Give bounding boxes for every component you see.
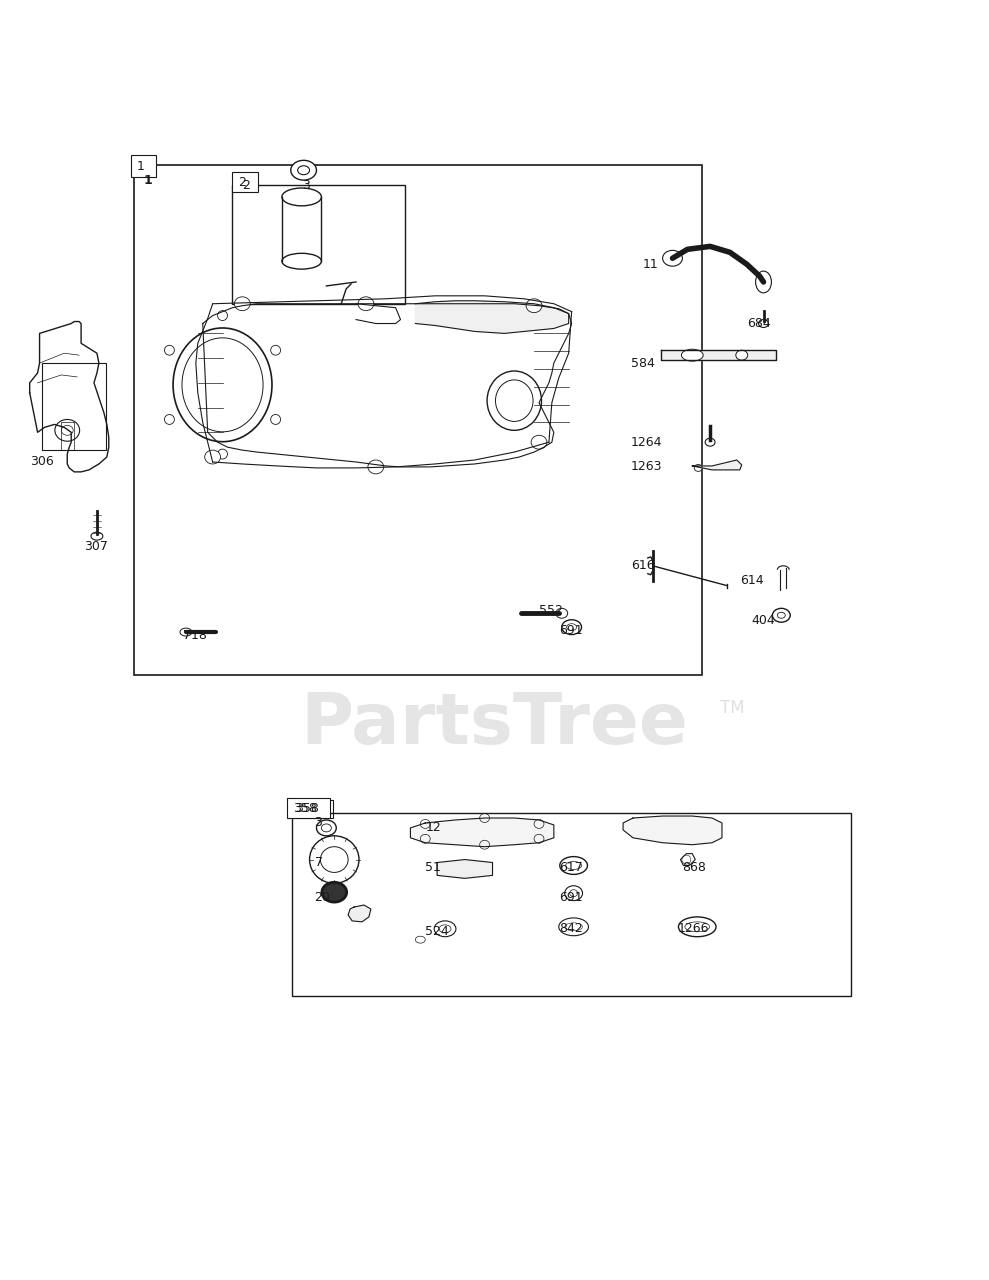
Bar [232, 186, 405, 303]
Ellipse shape [705, 438, 715, 447]
Text: 358: 358 [293, 801, 316, 814]
Ellipse shape [663, 251, 682, 266]
Polygon shape [415, 301, 569, 333]
Text: 2: 2 [238, 175, 246, 188]
Ellipse shape [271, 415, 281, 425]
Text: 691: 691 [559, 623, 583, 636]
Text: 12: 12 [425, 822, 441, 835]
Text: 1: 1 [143, 174, 152, 187]
Ellipse shape [218, 311, 227, 320]
Ellipse shape [205, 451, 221, 463]
Ellipse shape [234, 297, 250, 311]
Text: 404: 404 [752, 613, 775, 627]
Ellipse shape [55, 420, 80, 442]
Text: 842: 842 [559, 923, 583, 936]
Text: 1266: 1266 [677, 923, 709, 936]
Text: 684: 684 [747, 317, 770, 330]
Ellipse shape [434, 920, 456, 937]
Text: 552: 552 [539, 604, 563, 617]
Text: 1: 1 [136, 160, 144, 173]
Text: 691: 691 [559, 891, 583, 904]
Polygon shape [680, 854, 695, 865]
Text: 614: 614 [740, 575, 764, 588]
Text: 2: 2 [242, 179, 250, 192]
Text: 20: 20 [315, 891, 330, 904]
Ellipse shape [756, 271, 771, 293]
FancyBboxPatch shape [232, 173, 258, 192]
Ellipse shape [556, 608, 568, 618]
Ellipse shape [759, 320, 768, 328]
Polygon shape [623, 817, 722, 845]
Ellipse shape [298, 166, 310, 174]
Ellipse shape [173, 328, 272, 442]
FancyBboxPatch shape [287, 799, 330, 818]
Ellipse shape [531, 435, 547, 449]
Ellipse shape [772, 608, 790, 622]
Ellipse shape [562, 620, 582, 635]
Text: 306: 306 [30, 456, 53, 468]
Ellipse shape [291, 160, 316, 180]
Ellipse shape [681, 349, 703, 361]
Ellipse shape [91, 532, 103, 540]
Polygon shape [348, 905, 371, 922]
Ellipse shape [565, 886, 583, 901]
Ellipse shape [322, 882, 347, 902]
Ellipse shape [271, 346, 281, 355]
Bar [292, 813, 851, 996]
FancyBboxPatch shape [131, 155, 156, 177]
Text: 7: 7 [315, 856, 322, 869]
Bar [292, 800, 333, 818]
Text: 358: 358 [295, 801, 318, 814]
Text: 1263: 1263 [631, 461, 663, 474]
Text: 868: 868 [682, 861, 706, 874]
Text: 3: 3 [315, 817, 322, 829]
Bar [134, 165, 702, 675]
Ellipse shape [694, 465, 702, 471]
Text: 718: 718 [183, 628, 207, 641]
Ellipse shape [559, 918, 588, 936]
Ellipse shape [310, 836, 359, 883]
Ellipse shape [736, 351, 748, 360]
Polygon shape [437, 860, 493, 878]
Text: 51: 51 [425, 861, 441, 874]
Text: 3: 3 [302, 179, 310, 192]
Ellipse shape [316, 820, 336, 836]
Polygon shape [410, 818, 554, 846]
Text: 524: 524 [425, 925, 449, 938]
Ellipse shape [164, 346, 174, 355]
Bar [42, 364, 106, 451]
Polygon shape [661, 351, 776, 360]
Ellipse shape [218, 449, 227, 460]
Ellipse shape [180, 628, 192, 636]
Ellipse shape [487, 371, 542, 430]
Text: 617: 617 [559, 861, 583, 874]
Ellipse shape [526, 298, 542, 312]
Text: 307: 307 [84, 540, 108, 553]
Ellipse shape [678, 916, 716, 937]
Text: PartsTree: PartsTree [301, 690, 688, 759]
Ellipse shape [368, 460, 384, 474]
Ellipse shape [560, 856, 587, 874]
Ellipse shape [282, 253, 321, 269]
Ellipse shape [358, 297, 374, 311]
Text: 1264: 1264 [631, 435, 663, 449]
Text: 616: 616 [631, 559, 655, 572]
Polygon shape [692, 460, 742, 470]
Text: TM: TM [720, 699, 745, 717]
Ellipse shape [164, 415, 174, 425]
Text: 584: 584 [631, 357, 655, 370]
Text: 11: 11 [643, 257, 659, 270]
